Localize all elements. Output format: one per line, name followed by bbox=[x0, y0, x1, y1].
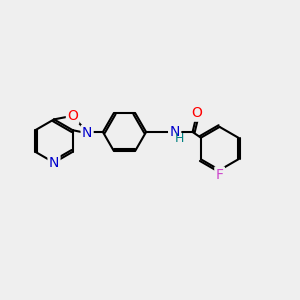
Text: O: O bbox=[67, 109, 78, 123]
Text: N: N bbox=[169, 125, 180, 139]
Text: F: F bbox=[216, 168, 224, 182]
Text: N: N bbox=[49, 156, 59, 170]
Text: O: O bbox=[191, 106, 202, 120]
Text: H: H bbox=[175, 132, 184, 145]
Text: N: N bbox=[82, 126, 92, 140]
